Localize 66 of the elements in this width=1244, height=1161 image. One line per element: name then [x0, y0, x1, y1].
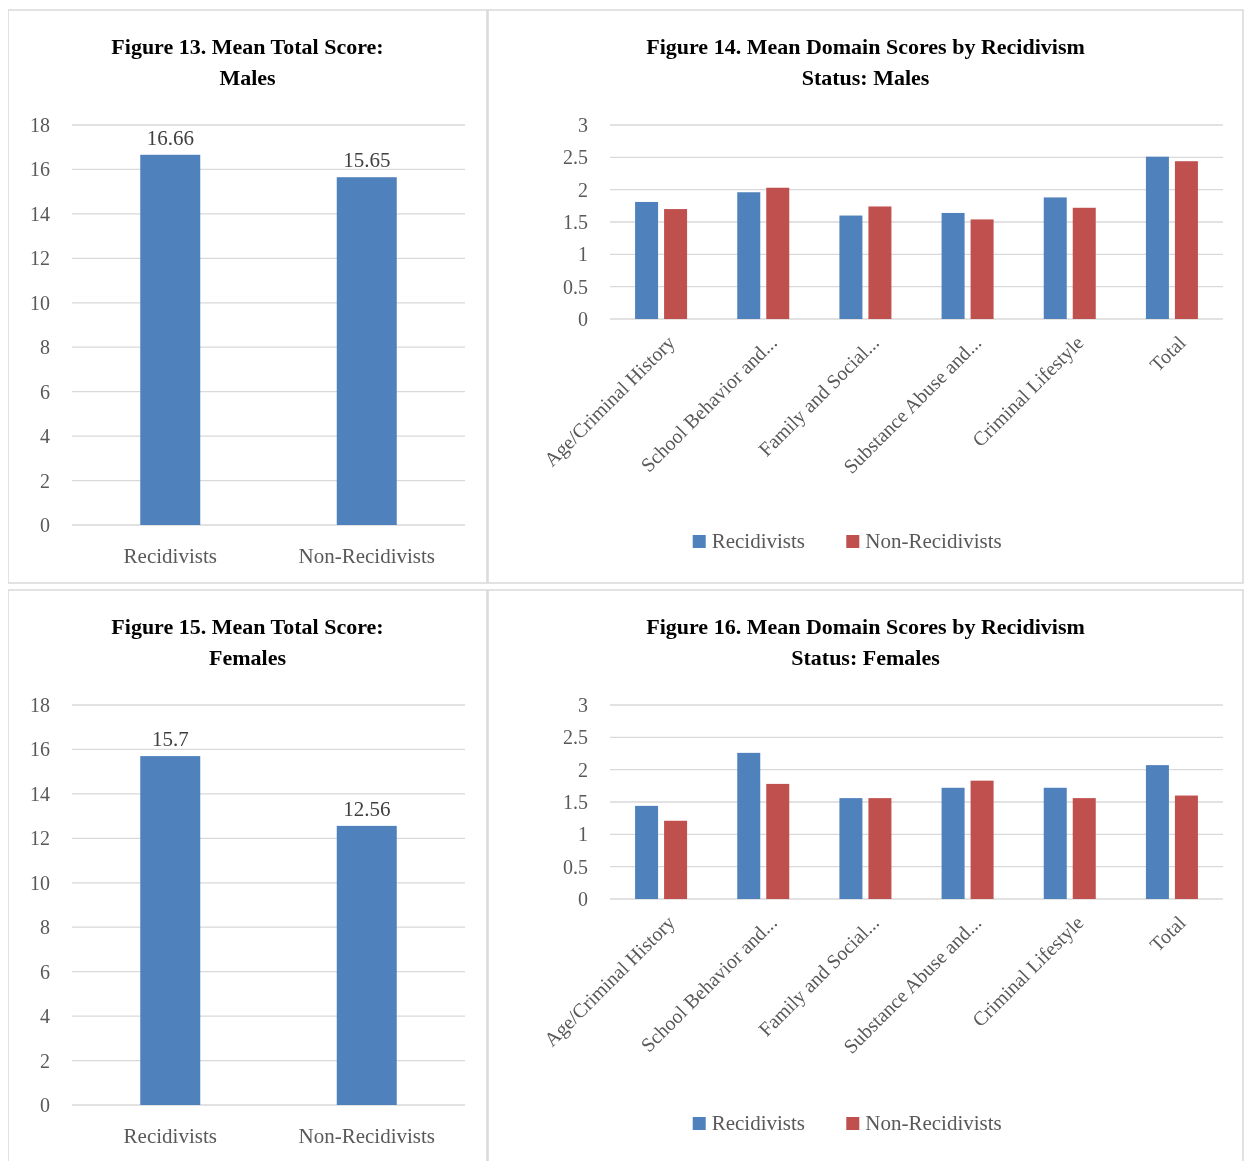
chart-title: Figure 13. Mean Total Score: Males [111, 34, 384, 90]
y-tick-label: 0 [578, 308, 588, 330]
bar [1043, 787, 1067, 899]
y-tick-label: 4 [40, 1005, 50, 1028]
y-tick-label: 2 [40, 1049, 50, 1072]
bar [970, 780, 994, 899]
y-tick-label: 12 [30, 827, 50, 850]
bar [1072, 207, 1096, 319]
y-tick-label: 1.5 [563, 211, 588, 233]
y-tick-label: 2.5 [563, 726, 588, 749]
bar [1072, 798, 1096, 899]
y-tick-label: 3 [578, 694, 588, 716]
y-tick-label: 14 [30, 202, 50, 225]
bar [941, 212, 965, 319]
y-tick-label: 10 [30, 291, 50, 314]
y-tick-label: 18 [30, 114, 50, 136]
y-tick-label: 10 [30, 871, 50, 894]
bar [766, 187, 790, 319]
y-tick-label: 14 [30, 782, 50, 805]
y-tick-label: 1.5 [563, 791, 588, 813]
bar [941, 787, 965, 899]
bar [1174, 795, 1198, 899]
y-tick-label: 2 [40, 469, 50, 492]
bar [664, 209, 688, 319]
y-tick-label: 4 [40, 425, 50, 448]
data-label: 15.7 [151, 727, 189, 752]
data-label: 15.65 [343, 148, 391, 173]
y-tick-label: 8 [40, 916, 50, 939]
bar [868, 798, 892, 899]
bar [737, 192, 761, 319]
y-tick-label: 18 [30, 694, 50, 716]
y-tick-label: 1 [578, 243, 588, 266]
bar [737, 752, 761, 899]
bar [839, 215, 863, 319]
bar [1043, 197, 1067, 319]
bar [635, 805, 659, 899]
y-tick-label: 0 [40, 514, 50, 536]
bar [1145, 765, 1169, 899]
chart-title: Figure 15. Mean Total Score: Females [111, 614, 384, 670]
y-tick-label: 3 [578, 114, 588, 136]
data-label: 16.66 [146, 125, 194, 150]
y-tick-label: 2 [578, 178, 588, 201]
bar [868, 206, 892, 319]
y-tick-label: 16 [30, 738, 50, 761]
data-label: 12.56 [343, 796, 391, 821]
bar [766, 783, 790, 899]
chart-title: Figure 14. Mean Domain Scores by Recidivism Status: Males [646, 34, 1085, 90]
y-tick-label: 2 [578, 758, 588, 781]
y-tick-label: 16 [30, 158, 50, 181]
bar [970, 219, 994, 319]
bar [635, 201, 659, 319]
y-tick-label: 0.5 [563, 275, 588, 298]
y-tick-label: 12 [30, 247, 50, 270]
y-tick-label: 6 [40, 960, 50, 983]
y-tick-label: 0 [40, 1094, 50, 1116]
y-tick-label: 1 [578, 823, 588, 846]
y-tick-label: 8 [40, 336, 50, 359]
chart-title: Figure 16. Mean Domain Scores by Recidivism Status: Females [646, 614, 1085, 670]
y-tick-label: 0 [578, 888, 588, 910]
bar [664, 820, 688, 899]
bar [1145, 156, 1169, 319]
y-tick-label: 6 [40, 380, 50, 403]
bar [839, 798, 863, 899]
y-tick-label: 0.5 [563, 855, 588, 878]
bar [1174, 161, 1198, 319]
y-tick-label: 2.5 [563, 146, 588, 169]
